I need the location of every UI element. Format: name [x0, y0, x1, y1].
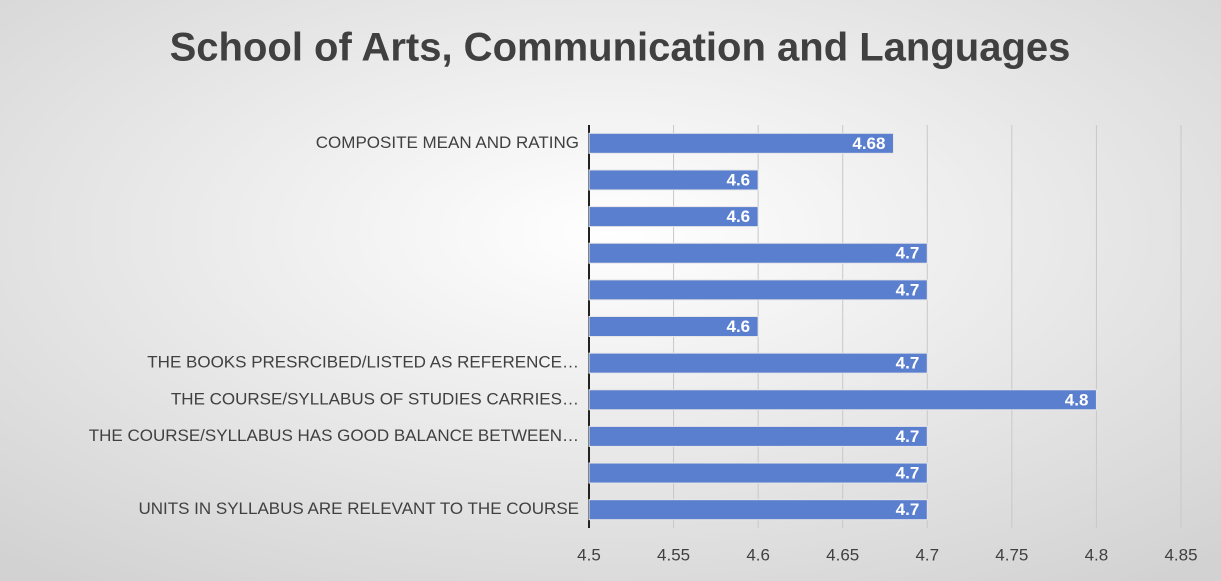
data-label: 4.8	[1065, 390, 1089, 409]
bar	[588, 389, 1097, 411]
y-tick-label: THE COURSE/SYLLABUS OF STUDIES CARRIES…	[171, 389, 579, 408]
y-tick-label: THE COURSE/SYLLABUS HAS GOOD BALANCE BET…	[89, 426, 579, 445]
x-tick-label: 4.7	[915, 545, 939, 564]
data-label: 4.7	[896, 427, 920, 446]
bar	[588, 499, 928, 521]
y-tick-label: COMPOSITE MEAN AND RATING	[316, 133, 579, 152]
bar	[588, 132, 894, 154]
bar	[588, 352, 928, 374]
chart-title: School of Arts, Communication and Langua…	[170, 26, 1071, 70]
x-tick-label: 4.85	[1164, 545, 1197, 564]
data-label: 4.7	[896, 500, 920, 519]
x-tick-label: 4.6	[746, 545, 770, 564]
y-tick-label: THE BOOKS PRESRCIBED/LISTED AS REFERENCE…	[147, 353, 579, 372]
data-label: 4.6	[727, 170, 751, 189]
data-label: 4.68	[852, 134, 885, 153]
x-tick-label: 4.8	[1085, 545, 1109, 564]
bar	[588, 316, 759, 337]
data-label: 4.7	[896, 280, 920, 299]
bar	[588, 206, 759, 228]
data-label: 4.7	[896, 244, 920, 263]
data-label: 4.7	[896, 354, 920, 373]
x-tick-label: 4.75	[995, 545, 1028, 564]
bar	[588, 279, 928, 301]
data-label: 4.7	[896, 464, 920, 483]
x-tick-label: 4.55	[657, 545, 690, 564]
data-label: 4.6	[727, 317, 751, 336]
x-tick-label: 4.65	[826, 545, 859, 564]
data-label: 4.6	[727, 207, 751, 226]
x-tick-label: 4.5	[577, 545, 601, 564]
y-tick-label: UNITS IN SYLLABUS ARE RELEVANT TO THE CO…	[138, 499, 579, 518]
bar	[588, 242, 928, 264]
bar	[588, 425, 928, 447]
bar	[588, 169, 759, 191]
bar	[588, 462, 928, 484]
